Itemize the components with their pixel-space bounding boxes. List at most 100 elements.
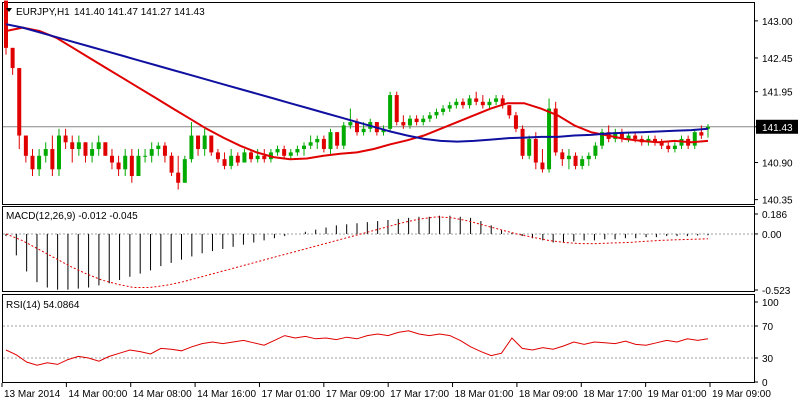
candle-body	[513, 115, 518, 129]
time-tick-label: 14 Mar 00:00	[68, 389, 127, 400]
candle-body	[401, 122, 406, 126]
ohlc-values: 141.40 141.47 141.27 141.43	[74, 7, 205, 18]
candle	[414, 115, 419, 126]
candle	[56, 128, 61, 177]
candle	[149, 142, 154, 163]
candle-body	[169, 155, 174, 173]
candle-body	[63, 135, 68, 143]
candle	[348, 108, 353, 129]
candle-body	[308, 142, 313, 146]
candle-body	[580, 159, 585, 166]
candle-body	[533, 138, 538, 163]
candle-body	[600, 132, 605, 146]
candle-body	[480, 101, 485, 106]
candle-body	[109, 155, 114, 163]
candle-body	[626, 135, 631, 139]
candle	[10, 47, 15, 75]
candle-body	[500, 98, 505, 106]
candle-body	[560, 152, 565, 160]
candle-body	[262, 155, 267, 160]
candle-body	[202, 135, 207, 150]
candle-body	[321, 138, 326, 150]
candle	[50, 135, 55, 177]
candle	[23, 135, 28, 163]
candle-body	[494, 98, 499, 102]
candle-body	[242, 152, 247, 163]
candle-body	[215, 152, 220, 160]
price-chart	[3, 0, 754, 190]
candle	[593, 142, 598, 160]
candle	[520, 125, 525, 160]
candle	[653, 135, 658, 146]
price-tick-label: 140.35	[762, 196, 793, 207]
macd-tick-label: 0.00	[762, 230, 782, 241]
candle-body	[653, 138, 658, 143]
candle-body	[96, 142, 101, 150]
candle	[447, 101, 452, 112]
candle	[480, 95, 485, 109]
macd-tick-label: 0.186	[762, 210, 787, 221]
candle	[103, 142, 108, 156]
candle-body	[43, 149, 48, 156]
candle-body	[414, 118, 419, 123]
rsi-panel-frame	[2, 294, 755, 383]
candle-body	[328, 132, 333, 150]
candle	[43, 142, 48, 163]
price-tick-label: 140.90	[762, 159, 793, 170]
candle	[513, 111, 518, 133]
rsi-tick-label: 30	[762, 354, 774, 365]
time-tick-label: 14 Mar 08:00	[133, 389, 192, 400]
candle-body	[143, 155, 148, 157]
candle	[328, 128, 333, 156]
current-price-label: 141.43	[762, 123, 793, 134]
candle-body	[361, 128, 366, 133]
candle	[30, 149, 35, 177]
candle-body	[454, 101, 459, 106]
candle-body	[136, 155, 141, 177]
rsi-tick-label: 0	[762, 378, 768, 389]
candle-body	[103, 142, 108, 156]
candle-body	[593, 145, 598, 156]
candle	[321, 135, 326, 153]
macd-panel-frame	[2, 206, 755, 292]
candle	[613, 128, 618, 143]
candle-body	[619, 132, 624, 139]
candle	[315, 135, 320, 150]
candle	[666, 142, 671, 153]
candle-body	[149, 149, 154, 156]
candle-body	[50, 149, 55, 170]
candle	[229, 149, 234, 170]
candle-body	[76, 142, 81, 150]
candle-body	[633, 135, 638, 139]
candle-body	[573, 155, 578, 166]
candle-body	[520, 128, 525, 156]
candle-body	[295, 149, 300, 153]
candle-body	[37, 155, 42, 170]
candle-body	[706, 126, 710, 129]
candle	[460, 98, 465, 109]
candle-body	[123, 155, 128, 170]
price-tick-label: 143.00	[762, 17, 793, 28]
candle	[619, 128, 624, 143]
candle	[302, 142, 307, 156]
time-tick-label: 18 Mar 17:00	[583, 389, 642, 400]
candle	[659, 138, 664, 150]
candle-body	[282, 149, 287, 156]
candle-body	[302, 145, 307, 150]
candle-body	[196, 135, 201, 150]
candle	[156, 142, 161, 156]
candle-body	[209, 135, 214, 153]
candle	[580, 155, 585, 170]
candle-body	[275, 149, 280, 153]
triangle-down-icon[interactable]	[6, 8, 12, 12]
candle	[189, 122, 194, 163]
candle	[90, 142, 95, 163]
candle	[37, 149, 42, 177]
current-price-badge	[756, 119, 798, 134]
candle-body	[666, 145, 671, 150]
candle	[421, 115, 426, 126]
candle	[242, 149, 247, 163]
candle-body	[222, 159, 227, 166]
